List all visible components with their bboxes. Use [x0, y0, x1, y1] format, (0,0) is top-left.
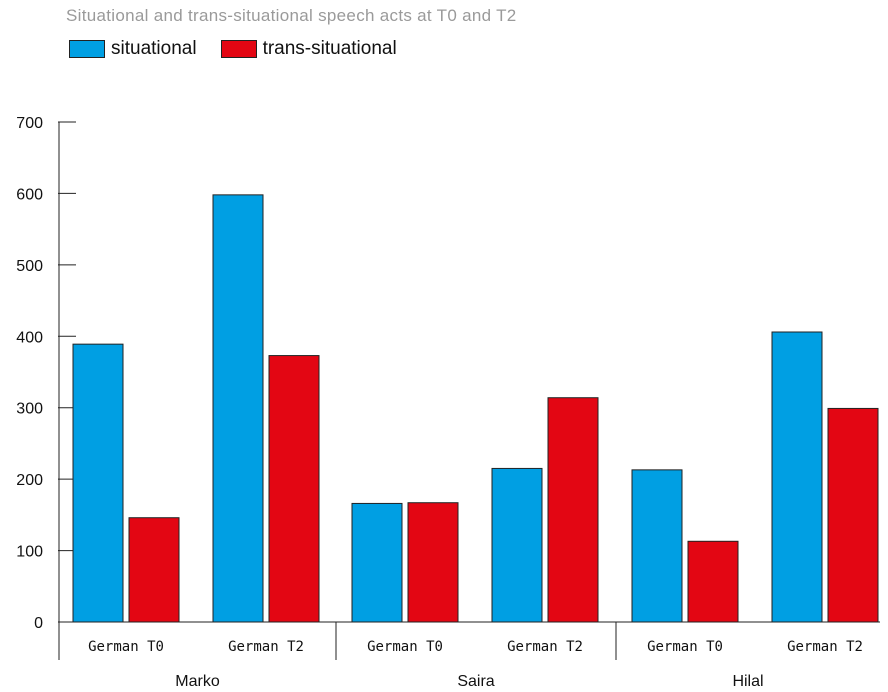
y-tick-label-0: 0: [34, 615, 43, 632]
y-tick-label-300: 300: [16, 401, 43, 418]
legend: situational trans-situational: [69, 38, 421, 60]
bar-saira-german-t0-situational: [351, 502, 403, 623]
bar-marko-german-t0-trans-situational: [128, 517, 180, 623]
x-category-label-hilal-german-t2: German T2: [787, 639, 863, 655]
y-tick-label-500: 500: [16, 258, 43, 275]
group-label-hilal: Hilal: [732, 673, 763, 690]
x-category-label-marko-german-t0: German T0: [88, 639, 164, 655]
legend-swatch-trans-situational: [220, 40, 257, 58]
chart-title: Situational and trans-situational speech…: [66, 6, 517, 25]
y-tick-label-600: 600: [16, 186, 43, 203]
group-label-saira: Saira: [457, 673, 494, 690]
legend-label-situational: situational: [111, 38, 197, 59]
bar-hilal-german-t2-situational: [771, 331, 823, 623]
bar-saira-german-t2-situational: [491, 467, 543, 623]
bar-marko-german-t2-trans-situational: [268, 355, 320, 623]
x-category-label-marko-german-t2: German T2: [228, 639, 304, 655]
legend-label-trans-situational: trans-situational: [262, 38, 397, 59]
legend-item-trans-situational: trans-situational: [220, 38, 397, 60]
bar-hilal-german-t2-trans-situational: [827, 407, 879, 623]
bar-hilal-german-t0-trans-situational: [687, 540, 739, 623]
legend-swatch-situational: [69, 40, 105, 58]
bar-hilal-german-t0-situational: [631, 469, 683, 623]
y-tick-label-400: 400: [16, 329, 43, 346]
x-category-label-saira-german-t0: German T0: [367, 639, 443, 655]
x-category-label-hilal-german-t0: German T0: [647, 639, 723, 655]
group-label-marko: Marko: [175, 673, 220, 690]
bar-saira-german-t0-trans-situational: [407, 502, 459, 623]
y-tick-label-100: 100: [16, 544, 43, 561]
bar-marko-german-t0-situational: [72, 343, 124, 623]
bar-saira-german-t2-trans-situational: [547, 397, 599, 623]
x-category-label-saira-german-t2: German T2: [507, 639, 583, 655]
legend-item-situational: situational: [69, 38, 197, 60]
bar-marko-german-t2-situational: [212, 194, 264, 623]
y-tick-label-700: 700: [16, 115, 43, 132]
y-tick-label-200: 200: [16, 472, 43, 489]
